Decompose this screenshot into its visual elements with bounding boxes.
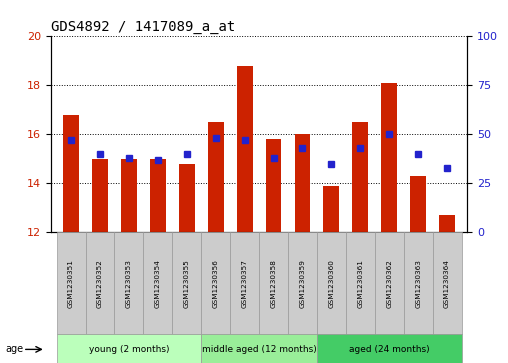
Text: GSM1230364: GSM1230364 (444, 259, 450, 307)
Bar (92, 159, 108, 232)
Bar (179, 164, 195, 232)
Bar (439, 215, 455, 232)
Text: GDS4892 / 1417089_a_at: GDS4892 / 1417089_a_at (51, 20, 235, 34)
Text: age: age (5, 344, 23, 354)
Bar (295, 134, 310, 232)
Text: GSM1230358: GSM1230358 (271, 259, 276, 307)
Text: middle aged (12 months): middle aged (12 months) (202, 345, 316, 354)
Text: aged (24 months): aged (24 months) (349, 345, 430, 354)
Bar (266, 139, 281, 232)
Text: GSM1230355: GSM1230355 (184, 259, 190, 307)
Text: GSM1230360: GSM1230360 (328, 259, 334, 307)
Bar (150, 159, 166, 232)
Bar (382, 83, 397, 232)
Bar (410, 176, 426, 232)
Text: GSM1230352: GSM1230352 (97, 259, 103, 307)
Bar (353, 122, 368, 232)
Text: GSM1230359: GSM1230359 (300, 259, 305, 307)
Bar (237, 66, 252, 232)
Text: GSM1230356: GSM1230356 (213, 259, 218, 307)
Bar (63, 115, 79, 232)
Text: GSM1230361: GSM1230361 (357, 259, 363, 307)
Bar (324, 186, 339, 232)
Text: GSM1230351: GSM1230351 (68, 259, 74, 307)
Text: GSM1230363: GSM1230363 (415, 259, 421, 307)
Bar (208, 122, 224, 232)
Bar (121, 159, 137, 232)
Text: young (2 months): young (2 months) (89, 345, 169, 354)
Text: GSM1230357: GSM1230357 (242, 259, 247, 307)
Text: GSM1230353: GSM1230353 (126, 259, 132, 307)
Text: GSM1230362: GSM1230362 (386, 259, 392, 307)
Text: GSM1230354: GSM1230354 (155, 259, 161, 307)
